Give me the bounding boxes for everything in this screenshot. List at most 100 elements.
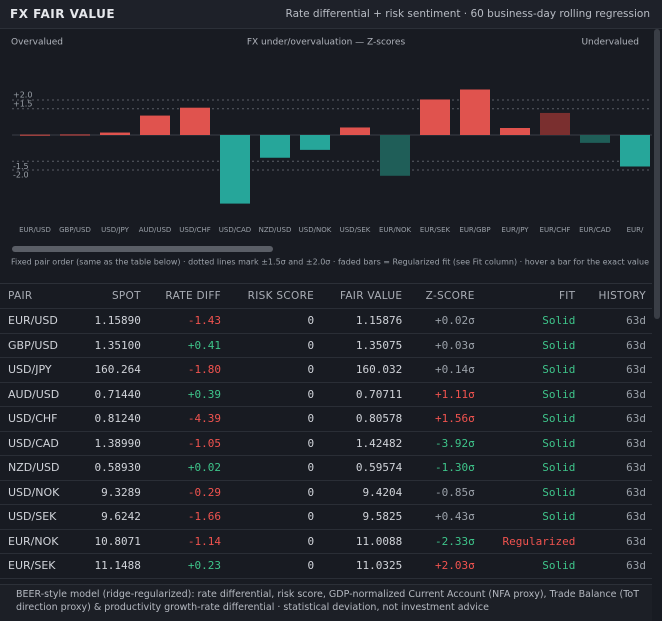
- table-cell: 0: [227, 504, 321, 529]
- table-cell: Solid: [480, 479, 582, 505]
- table-cell: 63d: [581, 381, 652, 407]
- bar[interactable]: [140, 115, 170, 135]
- x-tick-label: EUR/: [627, 226, 644, 234]
- bar[interactable]: [540, 112, 570, 135]
- bar[interactable]: [100, 132, 130, 135]
- x-tick-label: EUR/NOK: [379, 226, 412, 234]
- table-cell: 63d: [581, 504, 652, 529]
- y-tick-label: +2.0: [13, 91, 32, 100]
- bar[interactable]: [420, 99, 450, 135]
- table-row: EUR/USD 1.15890 -1.43 0 1.15876 +0.02σ Solid 63…: [0, 308, 652, 333]
- x-tick-label: USD/CAD: [219, 226, 251, 234]
- table-cell: -1.14: [146, 528, 228, 554]
- table-cell: -2.33σ: [408, 528, 481, 554]
- x-tick-label: USD/CHF: [179, 226, 211, 234]
- table-row: USD/NOK 9.3289 -0.29 0 9.4204 -0.85σ Solid 63d: [0, 479, 652, 505]
- table-cell: +2.03σ: [408, 553, 481, 578]
- bar[interactable]: [20, 134, 50, 136]
- right-label: Undervalued: [581, 38, 639, 48]
- table-cell: 0: [227, 479, 321, 505]
- table-cell: 63d: [581, 479, 652, 505]
- y-tick-label: -2.0: [13, 171, 29, 180]
- bar[interactable]: [180, 107, 210, 135]
- x-tick-label: AUD/USD: [139, 226, 172, 234]
- table-cell: Solid: [480, 406, 582, 431]
- title: FX FAIR VALUE: [10, 7, 116, 21]
- table-cell: 63d: [581, 357, 652, 382]
- table-cell: -1.66: [146, 504, 228, 529]
- table-cell: 0.71440: [77, 381, 147, 407]
- column-header: PAIR: [8, 290, 33, 302]
- bar[interactable]: [340, 127, 370, 135]
- table-cell: Solid: [480, 553, 582, 578]
- y-tick-label: +1.5: [13, 99, 32, 108]
- footer: BEER-style model (ridge-regularized): ra…: [0, 584, 652, 621]
- table-cell: 9.3289: [77, 479, 147, 505]
- x-tick-label: EUR/GBP: [459, 226, 490, 234]
- table-cell: +0.02σ: [408, 308, 481, 333]
- table-cell: +0.23: [146, 553, 228, 578]
- bar[interactable]: [300, 135, 330, 150]
- x-tick-label: EUR/USD: [19, 226, 51, 234]
- y-tick-label: -1.5: [13, 162, 29, 171]
- table-cell: Solid: [480, 430, 582, 456]
- table: PAIR SPOT RATE DIFF RISK SCORE FAIR VALUE Z-S…: [0, 284, 652, 602]
- table-cell: Solid: [480, 455, 582, 480]
- x-tick-label: USD/NOK: [299, 226, 332, 234]
- table-cell: 63d: [581, 332, 652, 358]
- table-cell: 11.0088: [320, 528, 409, 554]
- table-cell: USD/JPY: [0, 357, 78, 382]
- bar[interactable]: [380, 135, 410, 176]
- table-cell: EUR/SEK: [0, 553, 78, 578]
- table-row: USD/JPY 160.264 -1.80 0 160.032 +0.14σ Solid 63…: [0, 357, 652, 382]
- table-cell: +0.02: [146, 455, 228, 480]
- column-header: Z-SCORE: [425, 290, 475, 302]
- table-cell: GBP/USD: [0, 332, 78, 358]
- chart: Overvalued FX under/overvaluation — Z-sc…: [11, 38, 652, 267]
- table-cell: 63d: [581, 406, 652, 431]
- table-cell: Solid: [480, 332, 582, 358]
- table-row: USD/CAD 1.38990 -1.05 0 1.42482 -3.92σ Solid 63…: [0, 430, 652, 456]
- bar[interactable]: [460, 89, 490, 136]
- table-cell: 0.70711: [320, 381, 409, 407]
- column-header: HISTORY: [598, 290, 646, 302]
- bar[interactable]: [220, 135, 250, 204]
- table-cell: 0.58930: [77, 455, 147, 480]
- table-cell: 160.032: [320, 357, 409, 382]
- x-tick-label: EUR/SEK: [420, 226, 451, 234]
- table-cell: Regularized: [480, 528, 582, 554]
- table-cell: 0: [227, 406, 321, 431]
- table-cell: 63d: [581, 553, 652, 578]
- bar[interactable]: [580, 135, 610, 143]
- table-row: USD/SEK 9.6242 -1.66 0 9.5825 +0.43σ Solid 63d: [0, 504, 652, 529]
- header: FX FAIR VALUE Rate differential + risk s…: [0, 0, 662, 29]
- table-cell: 0.80578: [320, 406, 409, 431]
- table-cell: -0.85σ: [408, 479, 481, 505]
- bar[interactable]: [500, 128, 530, 135]
- table-cell: +0.43σ: [408, 504, 481, 529]
- v-scrollbar[interactable]: [654, 29, 660, 319]
- table-cell: 0: [227, 430, 321, 456]
- table-cell: -1.05: [146, 430, 228, 456]
- table-row: GBP/USD 1.35100 +0.41 0 1.35075 +0.03σ Solid 63…: [0, 332, 652, 358]
- table-cell: +0.39: [146, 381, 228, 407]
- bar[interactable]: [260, 135, 290, 158]
- table-cell: Solid: [480, 357, 582, 382]
- table-cell: +0.03σ: [408, 332, 481, 358]
- bar[interactable]: [60, 134, 90, 136]
- table-cell: 9.6242: [77, 504, 147, 529]
- x-tick-label: EUR/CHF: [540, 226, 571, 234]
- h-scrollbar[interactable]: [12, 246, 273, 252]
- bar[interactable]: [620, 135, 650, 167]
- x-tick-label: USD/JPY: [101, 226, 129, 234]
- table-cell: 0: [227, 332, 321, 358]
- table-cell: -1.30σ: [408, 455, 481, 480]
- subtitle: Rate differential + risk sentiment · 60 …: [285, 8, 650, 20]
- x-tick-label: NZD/USD: [259, 226, 292, 234]
- table-cell: 11.0325: [320, 553, 409, 578]
- table-cell: 1.35075: [320, 332, 409, 358]
- table-cell: -1.43: [146, 308, 228, 333]
- table-cell: Solid: [480, 381, 582, 407]
- x-tick-label: EUR/JPY: [501, 226, 529, 234]
